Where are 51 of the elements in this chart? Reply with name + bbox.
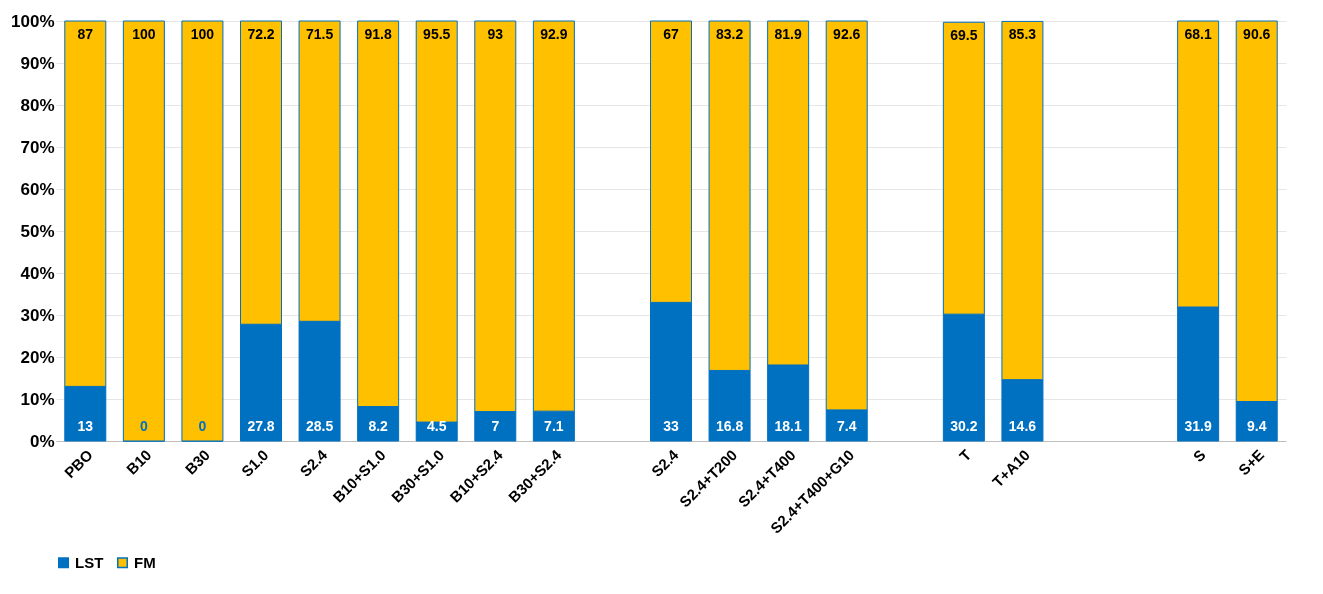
y-tick-label: 60% xyxy=(20,179,55,199)
data-label: 100 xyxy=(132,26,156,42)
data-label: 18.1 xyxy=(774,418,802,434)
data-label: 83.2 xyxy=(715,26,744,42)
x-tick-label: B30 xyxy=(181,446,214,478)
y-tick-label: 40% xyxy=(20,263,55,283)
data-label: 0 xyxy=(139,418,148,434)
data-label: 72.2 xyxy=(247,26,275,42)
data-label: 81.9 xyxy=(774,26,802,42)
data-label: 14.6 xyxy=(1008,418,1037,434)
data-label: 87 xyxy=(77,26,94,42)
y-tick-label: 100% xyxy=(11,11,55,31)
y-tick-label: 50% xyxy=(20,221,55,241)
data-label: 31.9 xyxy=(1184,418,1212,434)
data-label: 7.1 xyxy=(544,418,564,434)
data-label: 9.4 xyxy=(1246,418,1267,434)
y-tick-label: 0% xyxy=(29,431,55,451)
y-tick-label: 10% xyxy=(20,389,55,409)
data-label: 16.8 xyxy=(715,418,744,434)
data-label: 100 xyxy=(190,26,215,42)
data-label: 68.1 xyxy=(1184,26,1212,42)
data-label: 67 xyxy=(663,26,679,42)
data-label: 0 xyxy=(198,418,207,434)
y-tick-label: 20% xyxy=(20,347,55,367)
data-label: 91.8 xyxy=(364,26,392,42)
data-label: 71.5 xyxy=(305,26,334,42)
data-label: 7.4 xyxy=(836,418,857,434)
data-label: 4.5 xyxy=(426,418,447,434)
data-label: 8.2 xyxy=(368,418,389,434)
y-tick-label: 30% xyxy=(20,305,55,325)
data-label: 92.9 xyxy=(540,26,568,42)
data-label: 13 xyxy=(77,418,94,434)
x-tick-label: B10 xyxy=(122,446,155,478)
data-label: 85.3 xyxy=(1008,26,1037,43)
data-label: 93 xyxy=(487,26,504,42)
data-label: 28.5 xyxy=(305,418,334,434)
x-tick-label: S xyxy=(1189,446,1209,466)
data-label: 7 xyxy=(491,418,500,434)
data-label: 95.5 xyxy=(423,26,451,42)
data-label: 30.2 xyxy=(950,418,978,434)
y-tick-label: 90% xyxy=(20,53,55,73)
data-label: 33 xyxy=(663,418,679,434)
data-label: 69.5 xyxy=(950,27,978,44)
legend-label: FM xyxy=(134,553,156,571)
x-tick-label: T xyxy=(955,446,975,465)
data-label: 92.6 xyxy=(833,26,861,42)
data-label: 27.8 xyxy=(247,418,275,434)
legend-label: LST xyxy=(75,553,104,571)
y-tick-label: 80% xyxy=(20,95,55,115)
data-label: 90.6 xyxy=(1243,26,1271,42)
y-tick-label: 70% xyxy=(20,137,55,157)
